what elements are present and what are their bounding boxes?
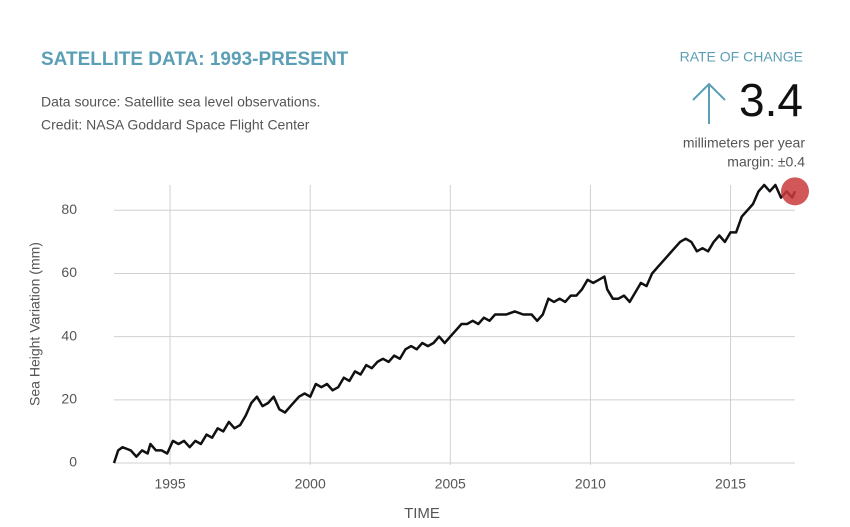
y-tick-label: 40	[61, 327, 77, 343]
subtitle: Data source: Satellite sea level observa…	[41, 94, 320, 110]
x-axis-label: TIME	[404, 505, 440, 522]
up-arrow	[692, 82, 726, 124]
x-tick-label: 2000	[295, 476, 326, 492]
margin: margin: ±0.4	[727, 154, 805, 170]
x-tick-label: 2005	[435, 476, 466, 492]
rate-value: 3.4	[739, 74, 803, 126]
y-tick-label: 80	[61, 201, 77, 217]
data-line	[112, 183, 797, 464]
y-tick-label: 0	[69, 454, 77, 470]
y-tick-label: 20	[61, 391, 77, 407]
x-tick-label: 2010	[575, 476, 606, 492]
subtitle: Credit: NASA Goddard Space Flight Center	[41, 117, 310, 133]
y-tick-label: 60	[61, 264, 77, 280]
latest-point	[781, 177, 809, 206]
rate-label: RATE OF CHANGE	[680, 49, 803, 65]
x-tick-label: 1995	[154, 476, 185, 492]
y-axis-label: Sea Height Variation (mm)	[27, 242, 43, 406]
chart-title: SATELLITE DATA: 1993-PRESENT	[41, 49, 349, 70]
x-tick-label: 2015	[715, 476, 746, 492]
rate-unit: millimeters per year	[683, 135, 805, 151]
